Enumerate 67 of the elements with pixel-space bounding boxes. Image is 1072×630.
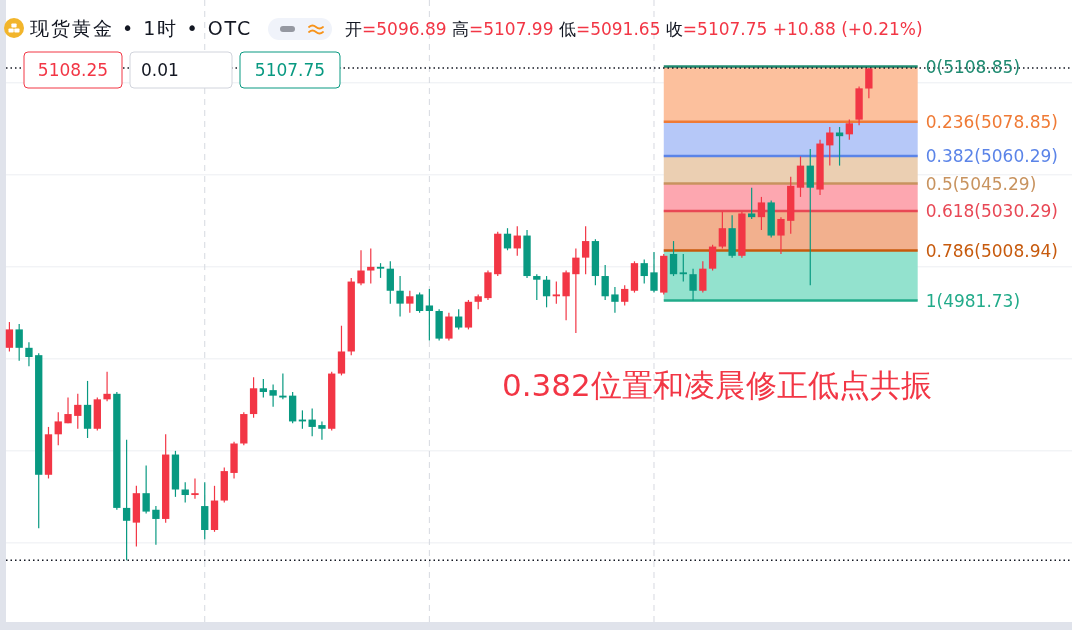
candlestick [406, 290, 414, 314]
annotation: 0.382位置和凌晨修正低点共振 [502, 367, 932, 403]
candlestick [445, 312, 453, 342]
candlestick [191, 477, 199, 500]
candlestick [5, 321, 14, 353]
candlestick [425, 288, 434, 342]
candlestick [679, 253, 687, 283]
candlestick [708, 244, 717, 272]
candlestick [542, 275, 551, 308]
candlestick [455, 308, 463, 330]
candlestick [357, 249, 365, 286]
candlestick [25, 341, 33, 367]
candlestick [796, 155, 805, 198]
ref-line-label: 0(5108.85) [925, 56, 1021, 77]
candlestick [152, 505, 160, 546]
candlestick [689, 268, 697, 302]
candlestick [259, 378, 268, 399]
candlestick [640, 258, 648, 284]
candlestick [699, 260, 707, 294]
candlestick [621, 284, 629, 307]
ref-line-label: 0.786(5008.94) [925, 240, 1058, 261]
candlestick [777, 216, 785, 255]
candlestick [83, 380, 92, 439]
candlestick [415, 292, 424, 314]
candlestick [611, 286, 619, 314]
candlestick [572, 247, 580, 334]
candlestick [601, 264, 609, 301]
candlestick [269, 384, 277, 408]
candlestick [845, 119, 853, 141]
candlestick [54, 411, 62, 446]
ref-line-label: 0.5(5045.29) [925, 173, 1037, 194]
candlestick [367, 247, 375, 284]
candlestick [835, 126, 844, 167]
candlestick [650, 251, 658, 294]
candlestick [552, 280, 560, 305]
candlestick [533, 273, 541, 301]
annotation: 0.01 [141, 60, 179, 81]
candlestick [396, 275, 404, 318]
candlestick [826, 126, 834, 167]
text: 现货黄金 • 1时 • OTC [30, 17, 253, 39]
candlestick [308, 407, 316, 437]
candlestick [669, 240, 678, 277]
candlestick [806, 148, 814, 286]
candlestick [503, 227, 512, 251]
annotation: 5107.75 [254, 60, 326, 81]
candlestick [865, 67, 873, 99]
candlestick [122, 439, 131, 561]
candlestick [757, 196, 766, 231]
ref-line-label: 1(4981.73) [925, 290, 1021, 311]
candlestick [581, 225, 590, 275]
candlestick [337, 325, 346, 377]
annotation: 5108.25 [37, 60, 109, 81]
candlestick [318, 420, 326, 441]
text: 开=5096.89 高=5107.99 低=5091.65 收=5107.75 +10.88 (+0.21%) [345, 19, 923, 39]
ref-line-label: 0.618(5030.29) [925, 201, 1058, 222]
candlestick [64, 396, 72, 424]
candlestick [103, 371, 111, 402]
candlestick [15, 323, 23, 362]
candlestick [201, 481, 209, 540]
candlestick [386, 260, 394, 305]
candlestick [748, 187, 756, 220]
ref-line-label: 0.236(5078.85) [925, 111, 1058, 132]
candlestick [74, 393, 82, 430]
candlestick [562, 269, 570, 321]
candlestick [142, 464, 150, 515]
candlestick [718, 211, 727, 250]
ref-line-label: 0.382(5060.29) [925, 146, 1058, 167]
